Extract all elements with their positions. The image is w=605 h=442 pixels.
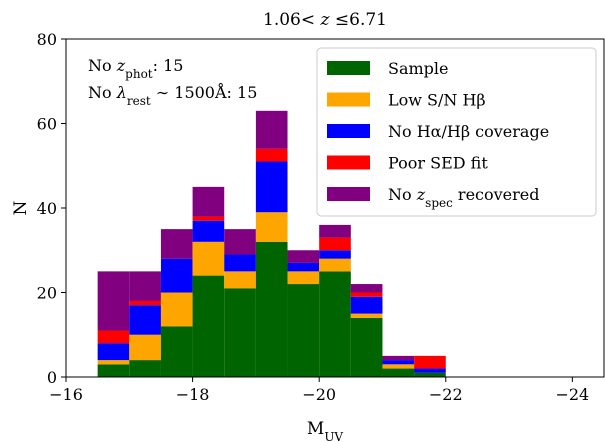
bar-segment-4-bin-1 [97, 330, 130, 344]
bar-segment-2-bin-10 [382, 364, 415, 369]
legend-swatch-5 [327, 187, 370, 201]
bar-segment-1-bin-7 [287, 284, 320, 377]
x-tick-label: −24 [555, 385, 589, 404]
bar-segment-5-bin-1 [97, 271, 130, 331]
bar-segment-1-bin-6 [255, 241, 288, 377]
chart-title: 1.06< z ≤6.71 [263, 10, 387, 30]
bar-segment-3-bin-2 [129, 305, 161, 335]
y-axis-label: N [11, 200, 31, 215]
legend: Sample Low S/N Hβ No Hα/Hβ coverage Poor SE… [316, 47, 597, 217]
bar-segment-4-bin-4 [192, 216, 225, 221]
bar-segment-2-bin-9 [350, 313, 383, 318]
legend-label-2: Low S/N Hβ [388, 91, 486, 110]
y-tick-label: 40 [37, 199, 57, 218]
bar-segment-1-bin-1 [97, 364, 130, 377]
legend-swatch-2 [327, 92, 370, 107]
legend-label-5: No zspec recovered [388, 185, 540, 210]
legend-label-1: Sample [388, 59, 449, 78]
y-tick-label: 20 [37, 284, 57, 303]
bars-group [97, 110, 446, 377]
bar-segment-1-bin-5 [224, 288, 256, 377]
bar-segment-1-bin-8 [319, 271, 351, 377]
bar-segment-1-bin-10 [382, 368, 415, 377]
bar-segment-4-bin-8 [319, 237, 351, 251]
y-tick-label: 60 [37, 115, 57, 134]
bar-segment-5-bin-8 [319, 224, 351, 238]
annotation-2: No λrest ∼ 1500Å: 15 [88, 82, 257, 108]
bar-segment-2-bin-1 [97, 360, 130, 365]
annotation-1: No zphot: 15 [88, 56, 183, 81]
x-tick-label: −16 [49, 385, 83, 404]
bar-segment-1-bin-2 [129, 360, 161, 377]
x-axis-ticks: −16 −18 −20 −22 −24 [49, 377, 589, 404]
bar-segment-4-bin-2 [129, 300, 161, 306]
bar-segment-3-bin-11 [414, 368, 446, 373]
bar-segment-5-bin-9 [350, 284, 383, 293]
bar-segment-2-bin-3 [160, 292, 193, 327]
bar-segment-1-bin-9 [350, 317, 383, 377]
bar-segment-5-bin-7 [287, 250, 320, 263]
bar-segment-5-bin-6 [255, 110, 288, 149]
bar-segment-5-bin-4 [192, 186, 225, 217]
bar-segment-1-bin-11 [414, 372, 446, 377]
bar-segment-2-bin-5 [224, 271, 256, 289]
bar-segment-4-bin-9 [350, 292, 383, 297]
bar-segment-2-bin-8 [319, 258, 351, 272]
bar-segment-5-bin-5 [224, 229, 256, 255]
bar-segment-1-bin-3 [160, 326, 193, 377]
legend-label-3: No Hα/Hβ coverage [388, 122, 549, 141]
bar-segment-3-bin-6 [255, 161, 288, 213]
bar-segment-5-bin-10 [382, 355, 415, 361]
bar-segment-2-bin-6 [255, 212, 288, 242]
legend-box [316, 47, 597, 217]
bar-segment-3-bin-3 [160, 258, 193, 293]
bar-segment-4-bin-6 [255, 148, 288, 162]
y-tick-label: 0 [47, 368, 57, 387]
bar-segment-3-bin-1 [97, 343, 130, 361]
bar-segment-3-bin-9 [350, 296, 383, 314]
bar-segment-3-bin-8 [319, 250, 351, 259]
bar-segment-2-bin-4 [192, 241, 225, 276]
bar-segment-3-bin-4 [192, 220, 225, 242]
legend-swatch-4 [327, 155, 370, 170]
x-axis-label: MUV [307, 419, 344, 442]
legend-swatch-3 [327, 124, 370, 138]
y-tick-label: 80 [37, 30, 57, 49]
bar-segment-3-bin-7 [287, 262, 320, 272]
bar-segment-2-bin-7 [287, 271, 320, 285]
bar-segment-3-bin-5 [224, 254, 256, 272]
bar-segment-3-bin-10 [382, 360, 415, 365]
bar-segment-2-bin-2 [129, 334, 161, 361]
x-tick-label: −22 [429, 385, 463, 404]
bar-segment-5-bin-3 [160, 229, 193, 259]
legend-label-4: Poor SED fit [388, 154, 488, 173]
x-tick-label: −18 [176, 385, 210, 404]
bar-segment-1-bin-4 [192, 275, 225, 377]
bar-segment-5-bin-2 [129, 271, 161, 301]
legend-swatch-1 [327, 61, 370, 75]
y-axis-ticks: 0 20 40 60 80 [37, 30, 66, 387]
bar-segment-4-bin-11 [414, 355, 446, 369]
x-tick-label: −20 [302, 385, 336, 404]
